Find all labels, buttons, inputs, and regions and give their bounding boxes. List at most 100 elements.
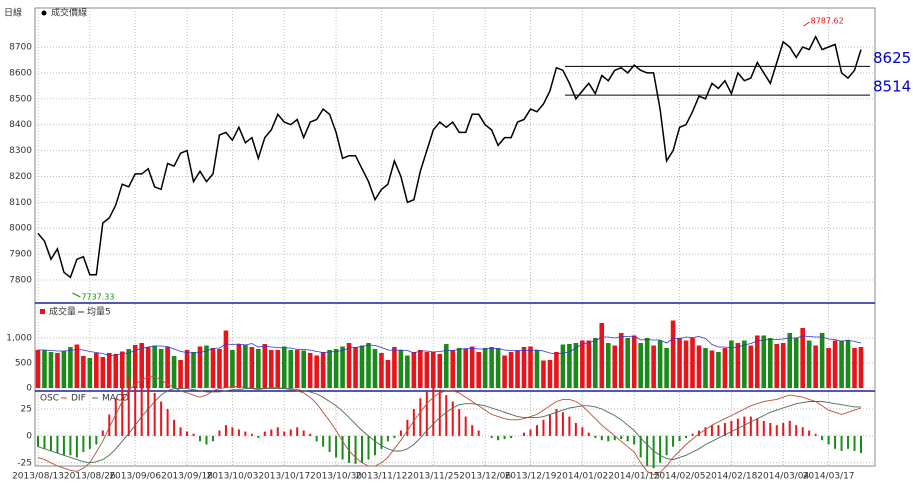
osc-bar [348,435,351,463]
volume-bar [268,350,274,388]
legend-label: OSC [40,394,59,404]
x-tick-label: 2013/10/30 [310,472,362,482]
volume-bar [61,351,67,388]
osc-bar [322,435,325,447]
osc-bar [101,430,104,436]
volume-bar [832,340,838,388]
volume-bar [424,352,430,388]
volume-bar [709,350,715,388]
osc-bar [561,412,564,436]
osc-bar [639,435,642,458]
osc-bar [685,435,688,439]
osc-bar [847,435,850,449]
volume-bar [87,358,93,388]
y-tick-label: 8700 [9,43,32,53]
volume-bar [256,349,261,388]
osc-bar [69,435,72,456]
volume-bar [217,349,222,388]
volume-bar [165,347,170,388]
osc-bar [419,398,422,436]
osc-bar [697,430,700,436]
volume-bar [774,344,780,388]
x-tick-label: 2014/03/17 [803,472,855,482]
volume-bar [515,350,520,388]
volume-bar [852,348,857,388]
volume-bar [346,343,352,388]
osc-bar [814,433,817,436]
osc-bar [568,416,571,436]
volume-bar [223,330,229,388]
volume-bar [502,355,507,388]
volume-bar [132,345,138,388]
osc-bar [821,435,824,441]
volume-bar [249,347,255,388]
x-tick-label: 2014/02/18 [705,472,757,482]
volume-bar [670,320,676,388]
osc-bar [224,425,227,436]
volume-bar [787,333,793,388]
osc-bar [367,435,370,460]
osc-bar [860,435,862,454]
osc-bar [451,401,454,436]
volume-bar [755,335,760,388]
volume-bar [197,346,203,388]
osc-bar [205,435,208,445]
y-tick-label: 25 [21,405,32,415]
x-tick-label: 2013/08/13 [12,472,64,482]
volume-bar [456,348,462,388]
volume-bar [398,350,404,388]
volume-bar [703,348,708,388]
osc-bar [380,435,383,449]
volume-bar [638,343,643,388]
osc-bar [749,416,752,436]
volume-bar [631,335,637,388]
osc-bar [769,423,772,436]
volume-bar [418,350,423,388]
volume-bar [210,348,216,388]
y-tick-label: 8300 [9,146,32,156]
volume-bar [742,340,747,388]
osc-bar [56,435,59,454]
volume-bar [748,345,754,388]
x-tick-label: 2013/10/17 [258,472,310,482]
osc-bar [186,431,189,436]
osc-bar [743,416,746,436]
max-pointer [803,21,810,27]
osc-bar [373,435,376,456]
volume-bar [450,350,456,388]
volume-bar [359,345,365,388]
osc-bar [399,430,402,436]
osc-bar [646,435,649,466]
volume-bar [729,340,734,388]
x-tick-label: 2013/10/03 [206,472,258,482]
y-tick-label: 8500 [9,94,32,104]
osc-bar [88,435,91,449]
volume-bar [385,360,391,388]
osc-bar [432,387,435,436]
osc-bar [153,392,156,436]
volume-bar [858,347,864,388]
osc-bar [510,435,513,439]
volume-bar [372,349,378,388]
osc-bar [581,427,584,436]
volume-bar [625,338,631,388]
series-line [38,335,862,356]
volume-bar [340,346,345,388]
osc-bar [438,389,441,436]
osc-bar [108,414,111,436]
volume-bar [48,352,54,388]
osc-bar [263,431,266,436]
osc-bar [594,435,597,439]
y-tick-label: 0 [26,431,32,441]
volume-bar [366,343,371,388]
volume-bar [651,345,656,388]
series-line [37,388,861,464]
volume-bar [780,343,786,388]
volume-bar [767,338,773,388]
osc-bar [801,427,804,436]
volume-bar [139,343,144,388]
volume-bar [690,338,695,388]
max-label: 8787.62 [811,17,844,26]
volume-bar [463,349,469,388]
osc-bar [503,435,506,440]
